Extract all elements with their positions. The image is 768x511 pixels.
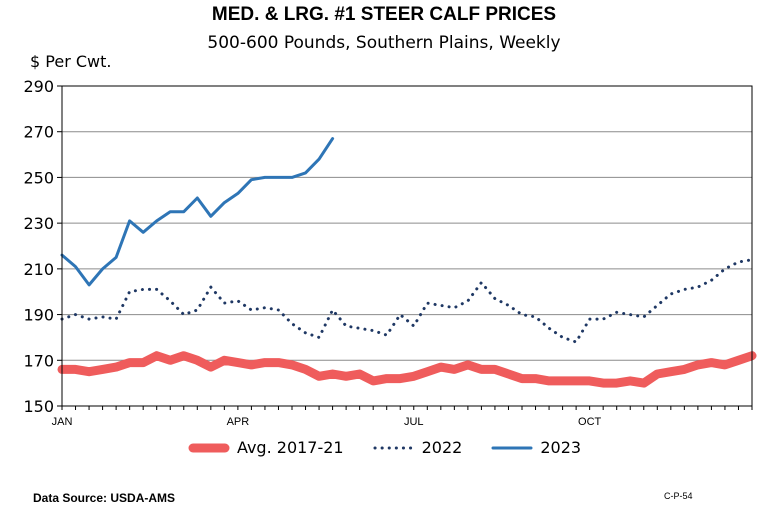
- series-line-2022: [60, 258, 754, 344]
- y-tick-label: 290: [23, 77, 54, 96]
- legend-item: 2023: [490, 438, 581, 457]
- legend-swatch: [373, 446, 415, 449]
- y-axis-ticks: 150 170 190 210 230 250 270 290: [23, 77, 62, 416]
- y-tick-label: 210: [23, 260, 54, 279]
- x-tick-label: OCT: [578, 416, 602, 428]
- gridlines: [62, 131, 752, 361]
- y-tick-label: 230: [23, 214, 54, 233]
- chart-subtitle: 500-600 Pounds, Southern Plains, Weekly: [207, 33, 561, 53]
- legend-label: 2022: [421, 438, 463, 457]
- y-tick-label: 170: [23, 351, 54, 370]
- chart-title: MED. & LRG. #1 STEER CALF PRICES: [211, 4, 557, 25]
- x-tick-label: JAN: [52, 416, 73, 428]
- legend: Avg. 2017-21 2022 2023: [0, 438, 768, 457]
- series-lines: [57, 137, 757, 388]
- series-line-2023: [60, 137, 335, 287]
- y-tick-label: 270: [23, 123, 54, 142]
- x-axis-ticks: JAN APR JUL OCT: [52, 406, 753, 428]
- y-tick-label: 150: [23, 397, 54, 416]
- line-chart: 150 170 190 210 230 250 270 290 JAN APR JUL OCT: [23, 77, 757, 428]
- legend-swatch: [188, 443, 230, 452]
- x-tick-label: JUL: [404, 416, 424, 428]
- legend-label: Avg. 2017-21: [236, 438, 344, 457]
- plot-frame: [61, 85, 753, 407]
- legend-item: 2022: [372, 438, 463, 457]
- chart-code: C-P-54: [664, 491, 693, 501]
- x-tick-label: APR: [227, 416, 250, 428]
- data-source-note: Data Source: USDA-AMS: [33, 491, 176, 505]
- y-tick-label: 250: [23, 168, 54, 187]
- series-line-avg-2017-21: [57, 351, 757, 388]
- y-tick-label: 190: [23, 306, 54, 325]
- y-axis-label: $ Per Cwt.: [30, 52, 112, 71]
- legend-swatch: [491, 446, 533, 449]
- legend-item: Avg. 2017-21: [187, 438, 344, 457]
- legend-label: 2023: [540, 438, 582, 457]
